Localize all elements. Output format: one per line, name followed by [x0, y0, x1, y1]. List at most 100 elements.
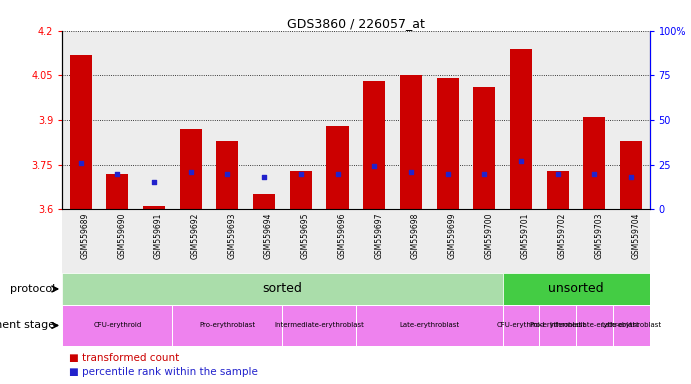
- Text: Late-erythroblast: Late-erythroblast: [399, 323, 460, 328]
- Point: [258, 174, 269, 180]
- Text: GSM559692: GSM559692: [191, 212, 200, 259]
- Bar: [583, 117, 605, 209]
- Text: GSM559701: GSM559701: [521, 212, 530, 259]
- Title: GDS3860 / 226057_at: GDS3860 / 226057_at: [287, 17, 425, 30]
- Bar: [540, 305, 576, 346]
- Text: GSM559697: GSM559697: [375, 212, 384, 259]
- Point: [295, 170, 306, 177]
- Bar: [180, 129, 202, 209]
- Point: [112, 170, 123, 177]
- Bar: [437, 78, 459, 209]
- Bar: [319, 31, 356, 209]
- Bar: [172, 305, 283, 346]
- Text: GSM559704: GSM559704: [631, 212, 640, 259]
- Bar: [613, 305, 650, 346]
- Bar: [283, 305, 356, 346]
- Text: Late-erythroblast: Late-erythroblast: [601, 323, 661, 328]
- Text: ■ percentile rank within the sample: ■ percentile rank within the sample: [69, 367, 258, 377]
- Point: [552, 170, 563, 177]
- Bar: [503, 273, 650, 305]
- Text: unsorted: unsorted: [549, 283, 604, 295]
- Text: GSM559695: GSM559695: [301, 212, 310, 259]
- Bar: [613, 31, 650, 209]
- Bar: [576, 31, 613, 209]
- Text: Intermediate-erythroblast: Intermediate-erythroblast: [549, 323, 639, 328]
- Point: [332, 170, 343, 177]
- Point: [589, 170, 600, 177]
- Bar: [143, 206, 165, 209]
- Text: CFU-erythroid: CFU-erythroid: [497, 323, 545, 328]
- Point: [479, 170, 490, 177]
- Point: [406, 169, 417, 175]
- Bar: [466, 209, 503, 273]
- Text: GSM559696: GSM559696: [337, 212, 346, 259]
- Text: GSM559690: GSM559690: [117, 212, 126, 259]
- Bar: [621, 141, 642, 209]
- Point: [515, 158, 527, 164]
- Bar: [283, 31, 319, 209]
- Bar: [327, 126, 348, 209]
- Text: CFU-erythroid: CFU-erythroid: [93, 323, 142, 328]
- Text: GSM559702: GSM559702: [558, 212, 567, 259]
- Text: GSM559689: GSM559689: [81, 212, 90, 259]
- Bar: [70, 55, 91, 209]
- Bar: [99, 31, 135, 209]
- Bar: [503, 31, 540, 209]
- Bar: [547, 170, 569, 209]
- Bar: [290, 170, 312, 209]
- Bar: [576, 209, 613, 273]
- Text: GSM559694: GSM559694: [264, 212, 273, 259]
- Bar: [209, 31, 246, 209]
- Text: GSM559703: GSM559703: [594, 212, 603, 259]
- Text: GSM559700: GSM559700: [484, 212, 493, 259]
- Bar: [135, 31, 172, 209]
- Text: Intermediate-erythroblast: Intermediate-erythroblast: [274, 323, 364, 328]
- Bar: [576, 305, 613, 346]
- Text: sorted: sorted: [263, 283, 303, 295]
- Bar: [392, 31, 429, 209]
- Point: [222, 170, 233, 177]
- Text: Pro-erythroblast: Pro-erythroblast: [530, 323, 586, 328]
- Bar: [106, 174, 129, 209]
- Bar: [540, 31, 576, 209]
- Bar: [356, 31, 392, 209]
- Bar: [473, 87, 495, 209]
- Bar: [253, 194, 275, 209]
- Bar: [356, 305, 503, 346]
- Bar: [319, 209, 356, 273]
- Bar: [62, 31, 99, 209]
- Bar: [62, 273, 503, 305]
- Point: [185, 169, 196, 175]
- Bar: [356, 209, 392, 273]
- Bar: [216, 141, 238, 209]
- Text: development stage: development stage: [0, 320, 55, 331]
- Bar: [429, 31, 466, 209]
- Bar: [172, 209, 209, 273]
- Bar: [246, 31, 283, 209]
- Text: GSM559693: GSM559693: [227, 212, 236, 259]
- Point: [75, 160, 86, 166]
- Bar: [503, 209, 540, 273]
- Bar: [400, 75, 422, 209]
- Bar: [510, 49, 532, 209]
- Text: protocol: protocol: [10, 284, 55, 294]
- Bar: [135, 209, 172, 273]
- Bar: [62, 209, 99, 273]
- Bar: [466, 31, 503, 209]
- Bar: [172, 31, 209, 209]
- Bar: [363, 81, 386, 209]
- Point: [442, 170, 453, 177]
- Bar: [209, 209, 246, 273]
- Bar: [246, 209, 283, 273]
- Bar: [62, 305, 172, 346]
- Text: GSM559698: GSM559698: [411, 212, 420, 259]
- Text: GSM559699: GSM559699: [448, 212, 457, 259]
- Bar: [283, 209, 319, 273]
- Text: ■ transformed count: ■ transformed count: [69, 353, 180, 363]
- Point: [625, 174, 636, 180]
- Bar: [429, 209, 466, 273]
- Point: [149, 179, 160, 185]
- Text: Pro-erythroblast: Pro-erythroblast: [199, 323, 256, 328]
- Bar: [99, 209, 135, 273]
- Point: [369, 163, 380, 169]
